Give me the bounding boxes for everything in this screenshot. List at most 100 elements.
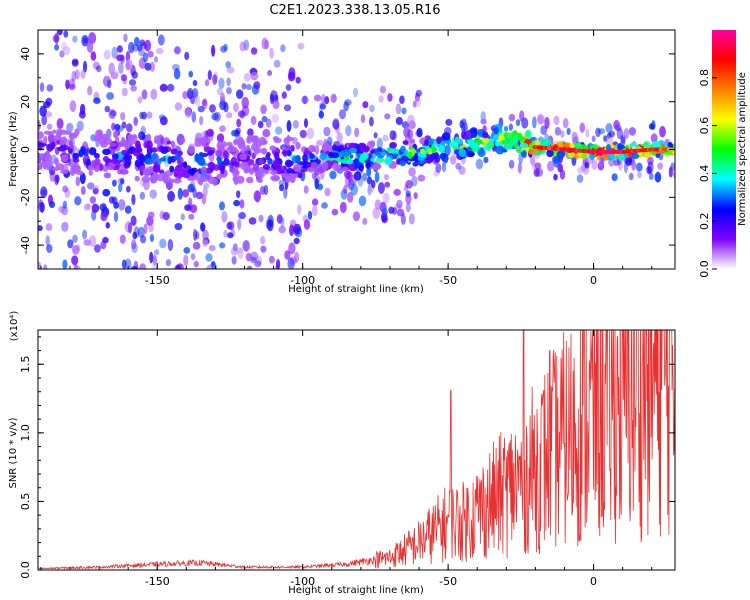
spectrogram-ridge-blob xyxy=(172,179,182,184)
spectrogram-noise-blob xyxy=(100,211,108,222)
spectrogram-noise-blob xyxy=(605,134,614,147)
spectrogram-noise-blob xyxy=(281,91,287,99)
spectrogram-ridge-blob xyxy=(399,160,406,167)
spectrogram-noise-blob xyxy=(272,100,280,110)
spectrogram-ridge-blob xyxy=(371,163,381,170)
spectrogram-ridge-blob xyxy=(412,161,419,167)
spectrogram-noise-blob xyxy=(147,50,154,58)
spectrogram-ridge-blob xyxy=(295,154,301,164)
colorbar-tick-label: 0.4 xyxy=(698,165,711,183)
spectrogram-noise-blob xyxy=(566,127,571,135)
spectrogram-noise-blob xyxy=(329,170,337,180)
spectrogram-ridge-blob xyxy=(160,146,169,154)
spectrogram-noise-blob xyxy=(144,39,152,52)
spectrogram-noise-blob xyxy=(183,247,191,254)
spectrogram-noise-blob xyxy=(150,234,154,242)
spectrogram-noise-blob xyxy=(225,61,231,69)
spectrogram-noise-blob xyxy=(67,239,74,249)
spectrogram-ridge-blob xyxy=(262,163,270,170)
spectrogram-ridge-blob xyxy=(72,152,80,161)
spectrogram-noise-blob xyxy=(373,132,378,139)
spectrogram-ridge-blob xyxy=(376,156,384,163)
spectrogram-noise-blob xyxy=(180,213,185,221)
spectrogram-noise-blob xyxy=(301,95,309,105)
snr-x-ticks: -150 -100 -50 0 xyxy=(40,330,653,588)
spectrogram-ridge-blob xyxy=(341,166,349,172)
spectrogram-noise-blob xyxy=(235,127,241,134)
spectrogram-ridge-blob xyxy=(99,163,104,172)
spectrogram-noise-blob xyxy=(268,255,275,264)
spectrogram-noise-blob xyxy=(147,211,155,219)
spectrogram-noise-blob xyxy=(339,109,346,120)
spectrogram-noise-blob xyxy=(128,79,137,86)
spectrogram-ridge-blob xyxy=(347,158,354,165)
spectrogram-noise-blob xyxy=(369,116,374,127)
spectrogram-noise-blob xyxy=(227,221,235,231)
spectrogram-noise-blob xyxy=(131,194,136,206)
spectrogram-noise-blob xyxy=(306,127,315,139)
spectrogram-noise-blob xyxy=(56,118,64,130)
spectrogram-ridge-blob xyxy=(482,131,489,139)
spectrogram-noise-blob xyxy=(118,183,123,193)
spectrogram-ridge-blob xyxy=(92,160,99,169)
spectrogram-noise-blob xyxy=(113,211,119,223)
spectrogram-noise-blob xyxy=(253,190,261,202)
spectrogram-noise-blob xyxy=(74,196,82,206)
spectrogram-noise-blob xyxy=(105,222,111,229)
spectrogram-noise-blob xyxy=(378,95,384,103)
spectrogram-ridge-blob xyxy=(94,167,100,172)
spectrogram-noise-blob xyxy=(230,247,239,256)
spectrogram-noise-blob xyxy=(285,84,292,91)
spectrogram-noise-blob xyxy=(93,185,100,194)
spectrogram-noise-blob xyxy=(250,71,259,81)
spectrogram-ridge-blob xyxy=(270,175,280,181)
spectrogram-ridge-blob xyxy=(506,141,513,150)
spectrogram-noise-blob xyxy=(71,59,79,67)
spectrogram-ridge-blob xyxy=(492,134,499,141)
spectrogram-noise-blob xyxy=(99,203,107,212)
spectrogram-noise-blob xyxy=(211,112,219,121)
spectrogram-noise-blob xyxy=(239,41,247,52)
spectrogram-noise-blob xyxy=(71,255,79,266)
spectrogram-noise-blob xyxy=(124,258,132,269)
spectrogram-noise-blob xyxy=(182,189,190,198)
spectrogram-noise-blob xyxy=(208,130,214,142)
snr-x-tick-label: -100 xyxy=(290,575,315,588)
spectrogram-ridge-blob xyxy=(215,149,223,158)
spectrogram-ridge-blob xyxy=(253,147,259,156)
spectrogram-ridge-blob xyxy=(196,139,204,144)
spectrogram-ridge-blob xyxy=(233,139,239,146)
spectrogram-noise-blob xyxy=(149,189,157,199)
spectrogram-noise-blob xyxy=(369,104,375,113)
spectrogram-noise-blob xyxy=(82,37,88,44)
spectrogram-ridge-blob xyxy=(493,127,499,135)
spectrogram-y-ticks: -40 -20 0 20 40 xyxy=(19,29,675,270)
spectrogram-noise-blob xyxy=(449,155,457,165)
spectrogram-ridge-blob xyxy=(177,172,182,180)
spectrogram-noise-blob xyxy=(212,74,218,85)
spectrogram-noise-blob xyxy=(293,223,302,234)
spectrogram-noise-blob xyxy=(167,190,176,202)
spectrogram-noise-blob xyxy=(414,97,422,108)
spectrogram-noise-blob xyxy=(79,172,86,185)
spectrogram-ridge-blob xyxy=(400,145,406,153)
spectrogram-noise-blob xyxy=(289,224,294,237)
spectrogram-noise-blob xyxy=(250,251,259,261)
spectrogram-noise-blob xyxy=(120,178,125,185)
spectrogram-noise-blob xyxy=(340,188,348,200)
spectrogram-ridge-blob xyxy=(429,154,434,162)
spectrogram-ridge-blob xyxy=(50,141,56,150)
spectrogram-noise-blob xyxy=(395,103,402,115)
spectrogram-noise-blob xyxy=(278,225,286,234)
spectrogram-noise-blob xyxy=(303,219,311,230)
spectrogram-noise-blob xyxy=(184,51,190,61)
spectrogram-noise-blob xyxy=(269,47,274,59)
spectrogram-noise-blob xyxy=(183,254,189,267)
spectrogram-noise-blob xyxy=(620,134,626,144)
spectrogram-x-tick-label: 0 xyxy=(590,274,597,287)
spectrogram-noise-blob xyxy=(154,56,158,63)
spectrogram-ridge-blob xyxy=(240,161,249,171)
spectrogram-noise-blob xyxy=(247,270,254,281)
spectrogram-noise-blob xyxy=(345,125,352,137)
spectrogram-ridge-blob xyxy=(353,161,360,169)
